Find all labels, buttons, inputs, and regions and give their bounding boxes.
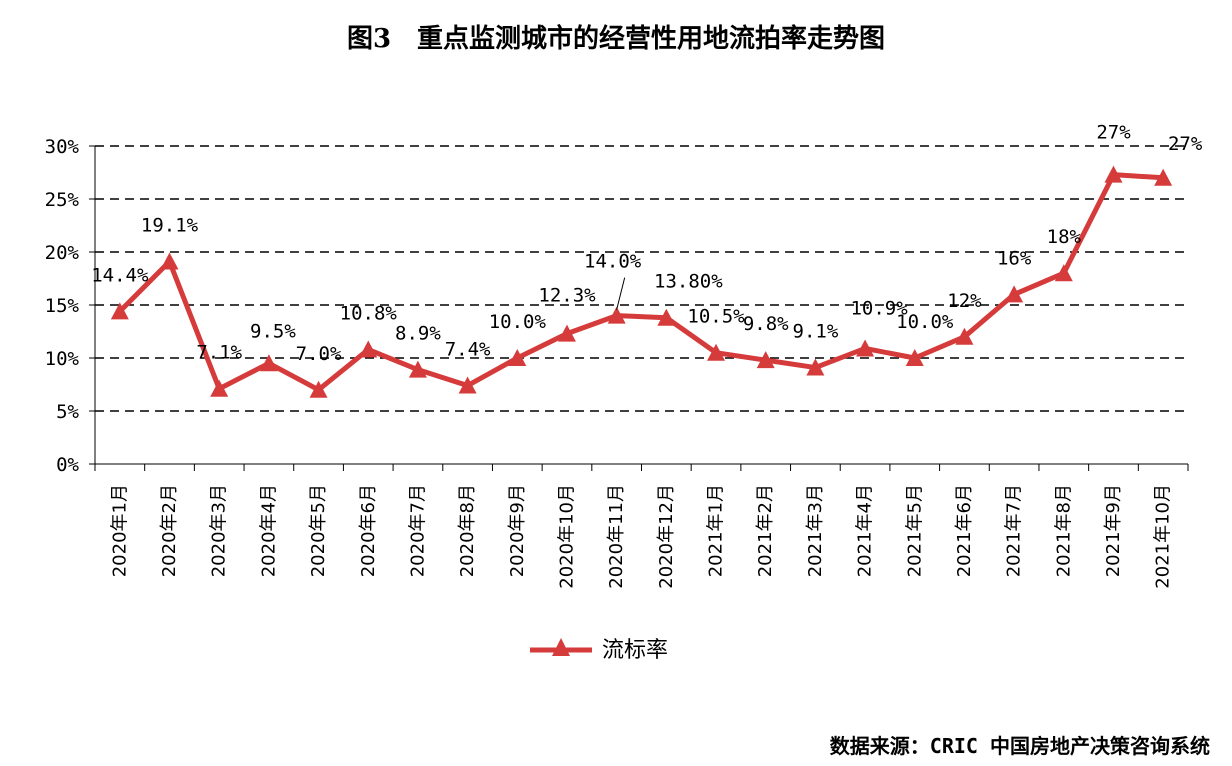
x-tick-label: 2020年1月: [109, 484, 130, 577]
data-point: [359, 340, 378, 358]
data-label: 16%: [997, 247, 1032, 269]
x-tick-label: 2020年9月: [507, 484, 528, 577]
data-label: 8.9%: [395, 323, 441, 345]
data-label: 10.0%: [489, 311, 547, 333]
data-label: 14.0%: [584, 251, 642, 273]
data-label: 12.3%: [538, 285, 596, 307]
data-label: 13.80%: [654, 271, 723, 293]
x-tick-label: 2021年10月: [1153, 484, 1174, 589]
data-label: 14.4%: [91, 264, 149, 286]
x-tick-label: 2020年2月: [159, 484, 180, 577]
y-tick-label: 15%: [45, 295, 80, 317]
data-point: [160, 252, 179, 270]
x-tick-label: 2021年8月: [1053, 484, 1074, 577]
legend: 流标率: [528, 632, 668, 664]
data-point: [309, 380, 328, 398]
x-tick-label: 2021年6月: [954, 484, 975, 577]
data-point: [905, 349, 924, 366]
x-tick-label: 2020年7月: [407, 484, 428, 577]
data-label: 10.8%: [340, 303, 398, 325]
gridlines: [95, 145, 1188, 412]
x-tick-label: 2020年11月: [606, 484, 627, 589]
x-tick-label: 2021年3月: [805, 484, 826, 577]
data-point: [607, 306, 626, 324]
data-label: 9.1%: [793, 321, 839, 343]
data-point: [707, 343, 726, 361]
y-tick-label: 30%: [45, 136, 80, 158]
x-tick-label: 2021年1月: [706, 484, 727, 577]
x-tick-label: 2020年12月: [656, 484, 677, 589]
x-tick-label: 2021年5月: [904, 484, 925, 577]
data-point: [1005, 285, 1024, 303]
data-label: 19.1%: [141, 215, 199, 237]
data-point: [756, 351, 775, 369]
data-point: [508, 349, 527, 366]
x-tick-label: 2020年5月: [308, 484, 329, 577]
data-point: [657, 308, 676, 326]
x-tick-label: 2020年10月: [556, 484, 577, 589]
x-tick-label: 2021年9月: [1103, 484, 1124, 577]
data-label: 7.0%: [296, 343, 342, 365]
y-tick-label: 10%: [45, 348, 80, 370]
data-label: 7.4%: [445, 339, 491, 361]
data-point: [955, 327, 974, 345]
y-tick-label: 25%: [45, 189, 80, 211]
data-label: 27%: [1096, 122, 1131, 144]
data-point: [557, 324, 576, 342]
series-line: [118, 172, 1164, 393]
legend-series-marker: [530, 638, 592, 656]
data-label-leader: [616, 277, 626, 310]
data-point: [408, 360, 427, 378]
data-label: 18%: [1047, 226, 1082, 248]
data-point: [210, 379, 229, 397]
axes: 0% 5% 10% 15% 20% 25% 30% 2020年1月 2020年2月 2020年3月…: [45, 136, 1189, 589]
data-label: 12%: [947, 290, 982, 312]
y-tick-label: 0%: [56, 454, 79, 476]
data-labels: 14.4% 19.1% 7.1% 9.5%7.0% 10.8%8.9%7.4% 10.0%…: [91, 122, 1203, 365]
data-point: [259, 354, 278, 372]
data-label: 10.0%: [896, 311, 954, 333]
x-tick-label: 2020年6月: [358, 484, 379, 577]
data-point: [806, 358, 825, 376]
data-point: [1104, 165, 1123, 183]
series-lines: [118, 172, 1164, 393]
data-label: 10.9%: [850, 297, 908, 319]
data-markers: [110, 165, 1173, 398]
x-tick-label: 2021年2月: [755, 484, 776, 577]
data-label: 27%: [1168, 133, 1203, 155]
data-label: 10.5%: [687, 306, 745, 328]
data-label: 9.8%: [743, 313, 789, 335]
data-point: [1154, 168, 1173, 186]
data-point: [458, 376, 477, 394]
data-label: 7.1%: [196, 342, 242, 364]
source-note: 数据来源：CRIC 中国房地产决策咨询系统: [829, 734, 1210, 758]
data-label: 9.5%: [250, 320, 296, 342]
x-tick-label: 2020年8月: [457, 484, 478, 577]
x-tick-label: 2021年7月: [1004, 484, 1025, 577]
x-tick-label: 2021年4月: [855, 484, 876, 577]
legend-label: 流标率: [602, 638, 669, 663]
data-point: [1054, 264, 1073, 282]
y-tick-label: 5%: [56, 401, 79, 423]
y-tick-label: 20%: [45, 242, 80, 264]
data-point: [110, 302, 129, 320]
chart-title: 图3 重点监测城市的经营性用地流拍率走势图: [346, 24, 886, 54]
x-tick-label: 2020年3月: [209, 484, 230, 577]
data-point: [856, 339, 875, 357]
x-tick-label: 2020年4月: [258, 484, 279, 577]
